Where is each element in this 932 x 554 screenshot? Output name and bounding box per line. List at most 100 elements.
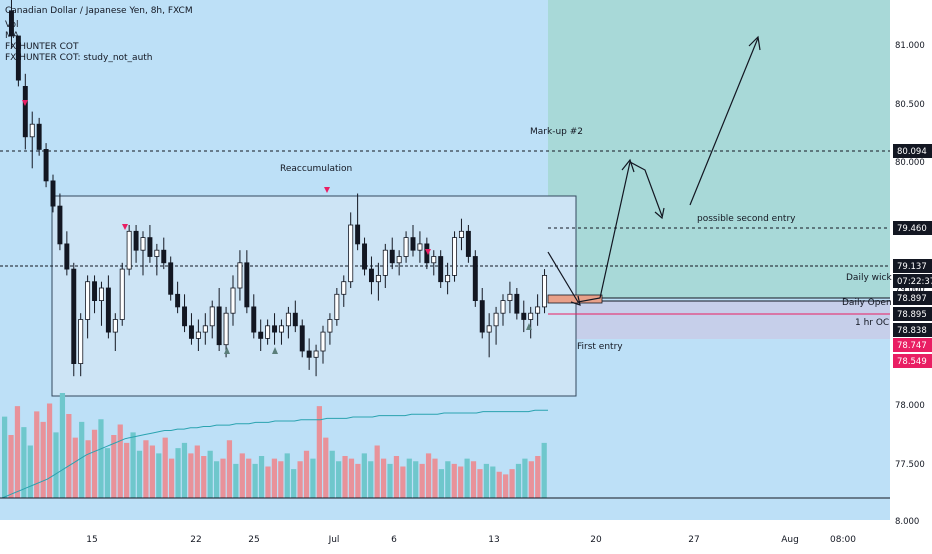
projection-arrowhead — [654, 207, 665, 220]
indicator-label[interactable]: FX HUNTER COT: study_not_auth — [5, 53, 153, 63]
volume-bar — [432, 458, 438, 498]
candle — [362, 237, 368, 276]
indicator-label[interactable]: FX HUNTER COT — [5, 42, 79, 52]
candle-body — [119, 268, 125, 320]
time-tick-label: 15 — [86, 535, 97, 545]
candle-body — [29, 123, 35, 138]
volume-ma-line — [1, 409, 548, 499]
volume-bar — [59, 393, 66, 498]
volume-bar — [271, 458, 278, 498]
candle — [355, 193, 361, 251]
volume-bar — [40, 421, 46, 498]
volume-bar — [522, 458, 528, 498]
candle — [161, 237, 167, 270]
candle-body — [50, 180, 56, 207]
volume-bar — [438, 469, 445, 498]
candle — [57, 193, 63, 251]
candle-body — [272, 325, 278, 333]
volume-bar — [239, 453, 245, 498]
candle — [417, 231, 423, 263]
candle-body — [431, 256, 437, 264]
symbol-title[interactable]: Canadian Dollar / Japanese Yen, 8h, FXCM — [5, 6, 193, 16]
price-tag-label: 78.747 — [897, 341, 927, 351]
volume-bar — [21, 427, 27, 498]
candle — [472, 250, 478, 307]
indicator-label[interactable]: MA — [5, 31, 20, 41]
volume-bar — [470, 461, 477, 498]
time-tick-label: 6 — [391, 535, 397, 545]
volume-bar — [111, 435, 117, 498]
candle — [306, 338, 312, 370]
candle-body — [36, 123, 42, 150]
price-tag-box — [893, 354, 932, 368]
volume-bar — [451, 463, 457, 498]
volume-bar — [380, 458, 387, 498]
candle — [230, 275, 236, 326]
candle — [43, 143, 49, 188]
candle-body — [292, 312, 298, 327]
candle-body — [299, 325, 305, 352]
volume-bar — [46, 403, 53, 498]
price-tag: 78.897 — [893, 291, 932, 305]
candle — [542, 269, 548, 314]
candle-body — [43, 148, 49, 182]
volume-bar — [91, 429, 98, 498]
signal-down-marker — [122, 224, 128, 230]
volume-bar — [226, 440, 233, 498]
candle-body — [71, 268, 77, 365]
daily-wick-label: Daily wick — [846, 273, 892, 283]
volume-bar — [503, 474, 509, 498]
candle-body — [64, 243, 70, 270]
price-tag-box — [893, 291, 932, 305]
price-tag: 07:22:37 — [893, 274, 932, 288]
volume-bar — [201, 456, 207, 498]
candle-body — [348, 224, 354, 283]
markup-label: Mark-up #2 — [530, 127, 583, 137]
candle — [396, 250, 402, 276]
volume-bar — [246, 458, 252, 498]
candle — [348, 212, 354, 288]
candle — [64, 231, 70, 276]
candle-body — [209, 306, 215, 327]
volume-bar — [541, 442, 547, 498]
volume-layer — [2, 393, 547, 498]
candle — [334, 288, 340, 326]
volume-bar — [188, 453, 194, 498]
candle-body — [327, 319, 333, 333]
volume-bar — [342, 456, 348, 498]
candle-body — [528, 312, 534, 320]
time-axis-background — [0, 520, 890, 550]
volume-bar — [72, 437, 78, 498]
volume-bar — [297, 461, 303, 498]
price-tag-label: 78.895 — [897, 310, 927, 320]
candle-body — [223, 312, 229, 346]
candle-body — [140, 237, 146, 251]
candle-body — [486, 325, 492, 333]
candle — [445, 262, 451, 295]
candle — [50, 174, 56, 213]
candle — [22, 73, 28, 150]
candle-body — [313, 350, 319, 358]
candle — [479, 288, 485, 339]
price-tag-label: 79.137 — [897, 262, 927, 272]
time-tick-label: Jul — [328, 535, 340, 545]
signal-up-marker — [526, 323, 532, 330]
volume-bar — [66, 414, 72, 498]
time-tick-label: 25 — [248, 535, 259, 545]
candle-body — [410, 237, 416, 251]
volume-bar — [265, 466, 271, 498]
volume-bar — [79, 421, 85, 498]
price-tag: 78.747 — [893, 338, 932, 352]
volume-bar — [175, 448, 181, 498]
candle-body — [195, 331, 201, 339]
price-tag: 79.460 — [893, 221, 932, 235]
indicator-label[interactable]: Vol — [5, 20, 18, 30]
volume-bar — [220, 458, 226, 498]
candle-body — [265, 325, 271, 339]
candle — [195, 319, 201, 351]
candle — [424, 237, 430, 270]
volume-bar — [85, 440, 91, 498]
time-axis[interactable]: 15 22 25 Jul 6 13 20 27 Aug 08:00 — [86, 535, 856, 545]
candle-body — [472, 256, 478, 301]
